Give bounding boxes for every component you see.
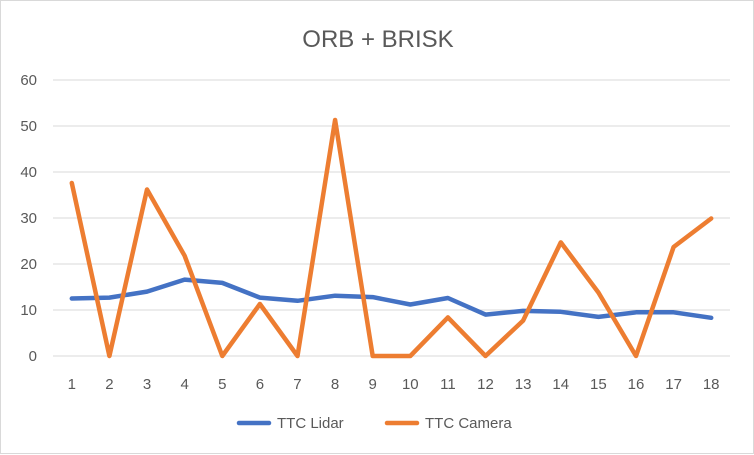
y-axis-ticks: 0 10 20 30 40 50 60 <box>20 72 37 365</box>
x-tick-label: 8 <box>331 376 339 393</box>
series-line-2 <box>69 117 714 359</box>
x-tick-label: 2 <box>105 376 113 393</box>
x-tick-label: 9 <box>369 376 377 393</box>
x-tick-label: 7 <box>293 376 301 393</box>
x-tick-label: 17 <box>665 376 682 393</box>
x-tick-label: 18 <box>703 376 720 393</box>
chart-title: ORB + BRISK <box>302 26 453 53</box>
x-tick-label: 12 <box>477 376 494 393</box>
x-tick-label: 4 <box>180 376 188 393</box>
y-tick-label: 30 <box>20 210 37 227</box>
x-tick-label: 15 <box>590 376 607 393</box>
x-tick-label: 5 <box>218 376 226 393</box>
y-tick-label: 10 <box>20 302 37 319</box>
legend: TTC Lidar TTC Camera <box>236 415 512 432</box>
x-tick-label: 13 <box>515 376 532 393</box>
y-tick-label: 60 <box>20 72 37 89</box>
legend-label: TTC Camera <box>425 415 512 432</box>
x-tick-label: 11 <box>440 376 456 393</box>
x-tick-label: 1 <box>68 376 76 393</box>
x-tick-label: 3 <box>143 376 151 393</box>
y-tick-label: 20 <box>20 256 37 273</box>
series-line-1 <box>69 277 714 321</box>
legend-label: TTC Lidar <box>277 415 344 432</box>
y-tick-label: 0 <box>29 348 37 365</box>
y-tick-label: 40 <box>20 164 37 181</box>
x-tick-label: 10 <box>402 376 419 393</box>
x-tick-label: 16 <box>628 376 645 393</box>
x-tick-label: 6 <box>256 376 264 393</box>
gridlines <box>53 79 730 357</box>
x-axis-ticks: 1 2 3 4 5 6 7 8 9 10 11 12 13 14 15 16 17 18 <box>68 376 720 393</box>
y-tick-label: 50 <box>20 118 37 135</box>
x-tick-label: 14 <box>552 376 569 393</box>
series-lines <box>69 117 714 359</box>
